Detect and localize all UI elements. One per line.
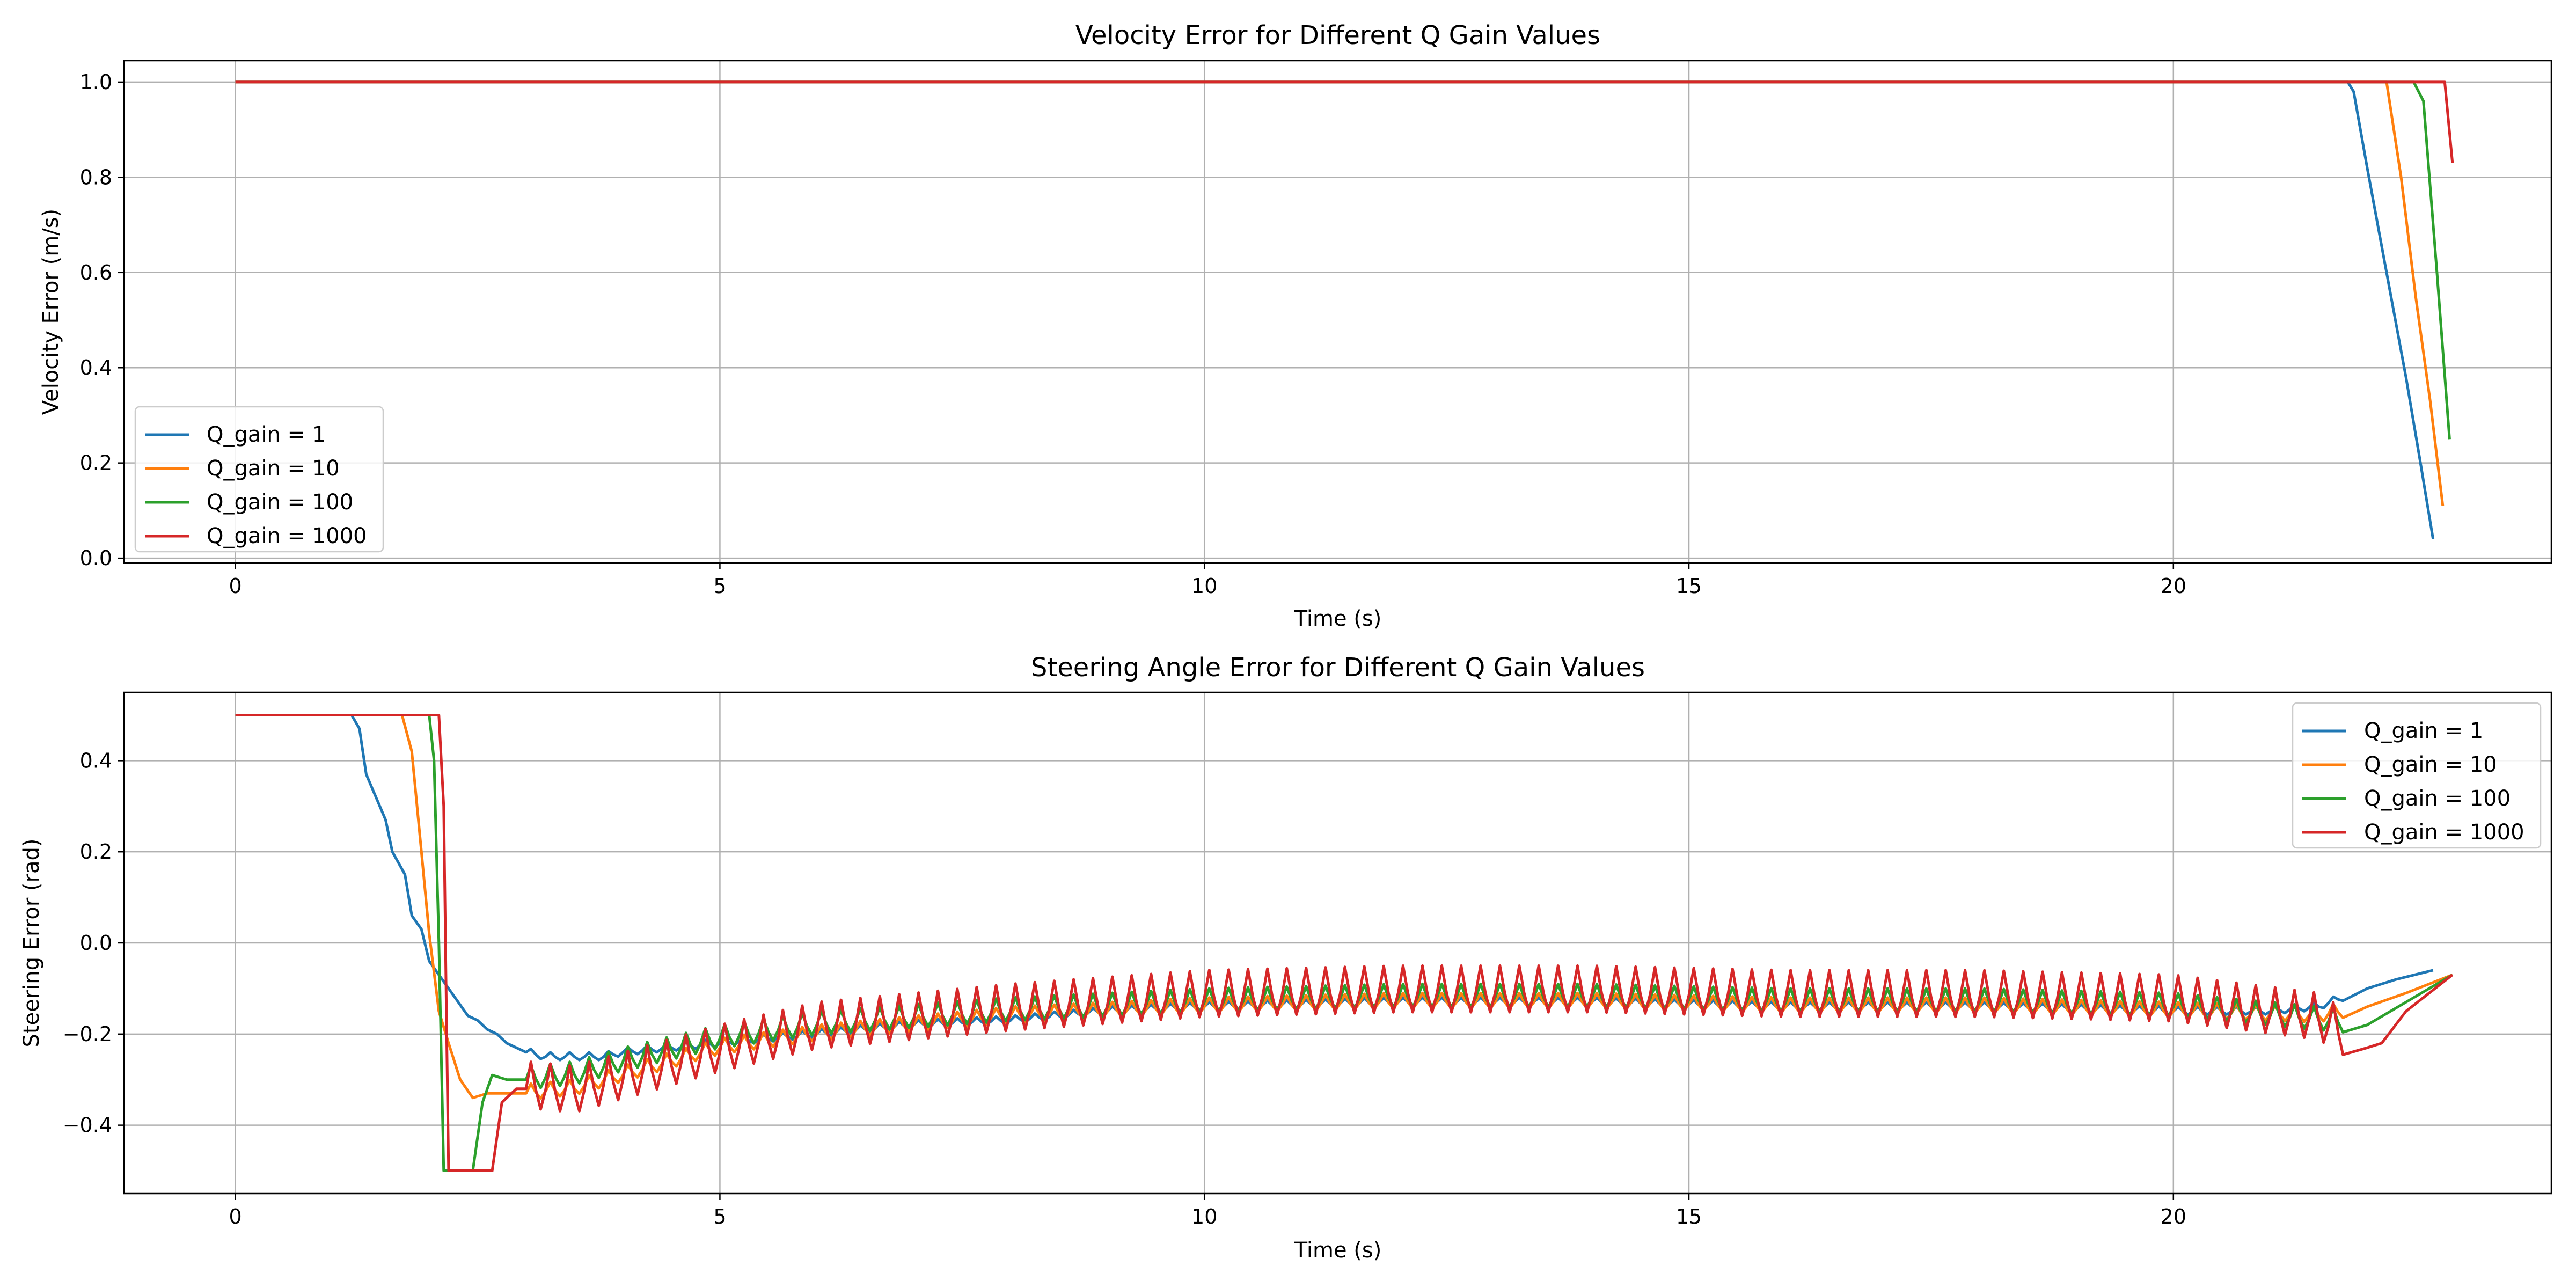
series-line-2 [235,714,2453,1100]
steering-chart: Steering Angle Error for Different Q Gai… [19,653,2552,1263]
y-tick-label: 0.8 [80,165,112,189]
x-tick-label: 15 [1676,574,1702,598]
axis-ticks: 0 5 10 15 20 0.0 0.2 0.4 0.6 0.8 1.0 [80,70,2186,598]
legend-label-3: Q_gain = 100 [207,490,353,515]
x-tick-label: 20 [2161,574,2186,598]
y-axis-label: Velocity Error (m/s) [39,209,63,415]
legend-label-4: Q_gain = 1000 [2364,820,2524,845]
x-tick-label: 20 [2161,1205,2186,1228]
x-tick-label: 10 [1191,1205,1217,1228]
legend-box [134,406,384,553]
series-lines [235,714,2454,1172]
velocity-chart: Velocity Error for Different Q Gain Valu… [39,20,2552,631]
x-axis-label: Time (s) [1294,606,1382,631]
y-tick-label: 0.2 [80,840,112,863]
x-tick-label: 0 [229,574,242,598]
series-line-4 [235,80,2454,163]
y-tick-label: −0.2 [63,1022,112,1046]
legend-box [2292,702,2542,849]
y-axis-label: Steering Error (rad) [19,838,44,1047]
grid [124,692,2551,1194]
series-line-1 [235,80,2435,540]
y-tick-label: 0.2 [80,451,112,475]
y-tick-label: 0.4 [80,356,112,379]
chart-title: Steering Angle Error for Different Q Gai… [1031,653,1645,683]
chart-title: Velocity Error for Different Q Gain Valu… [1075,20,1600,50]
series-line-3 [235,714,2454,1172]
y-tick-label: 0.6 [80,261,112,284]
x-tick-label: 10 [1191,574,1217,598]
grid [124,61,2551,563]
x-tick-label: 5 [713,1205,726,1228]
x-axis-label: Time (s) [1294,1238,1382,1263]
legend-label-1: Q_gain = 1 [2364,719,2483,743]
y-tick-label: 1.0 [80,70,112,94]
series-line-4 [235,714,2454,1172]
series-lines [235,80,2454,540]
legend-label-2: Q_gain = 10 [207,456,340,481]
series-line-3 [235,80,2451,440]
axis-ticks: 0 5 10 15 20 −0.4 −0.2 0.0 0.2 0.4 [63,749,2186,1228]
legend: Q_gain = 1 Q_gain = 10 Q_gain = 100 Q_ga… [134,406,384,553]
y-tick-label: 0.0 [80,546,112,570]
legend: Q_gain = 1 Q_gain = 10 Q_gain = 100 Q_ga… [2292,702,2542,849]
plot-frame [123,60,2552,564]
x-tick-label: 15 [1676,1205,1702,1228]
x-tick-label: 5 [713,574,726,598]
legend-label-2: Q_gain = 10 [2364,752,2497,777]
y-tick-label: 0.0 [80,931,112,955]
legend-label-4: Q_gain = 1000 [207,524,367,548]
series-line-2 [235,80,2445,506]
legend-label-1: Q_gain = 1 [207,422,326,447]
y-tick-label: 0.4 [80,749,112,772]
y-tick-label: −0.4 [63,1114,112,1137]
legend-label-3: Q_gain = 100 [2364,786,2511,811]
x-tick-label: 0 [229,1205,242,1228]
